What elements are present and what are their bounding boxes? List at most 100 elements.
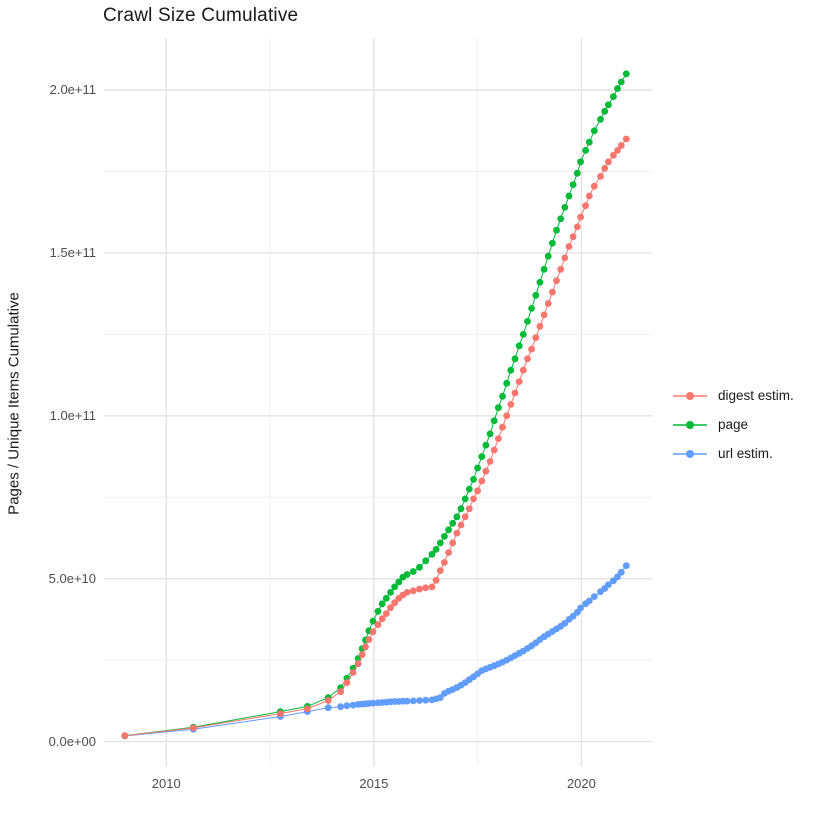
data-point	[362, 643, 369, 651]
data-point	[445, 549, 452, 556]
data-point	[478, 453, 486, 460]
data-point	[422, 557, 430, 565]
data-point	[369, 617, 377, 625]
data-point	[461, 513, 469, 521]
chart-title: Crawl Size Cumulative	[103, 5, 299, 26]
series-line-page	[124, 73, 627, 737]
data-point	[622, 562, 630, 570]
data-point	[557, 265, 565, 273]
data-point	[416, 585, 423, 593]
data-point	[490, 446, 498, 454]
data-point	[601, 107, 609, 115]
y-tick-label: 1.0e+11	[49, 407, 96, 423]
data-point	[486, 430, 494, 438]
data-point	[610, 151, 617, 159]
data-point	[482, 467, 490, 475]
data-point	[549, 239, 556, 247]
data-point	[457, 505, 465, 513]
data-point	[622, 135, 630, 143]
data-point	[428, 583, 436, 591]
data-point	[495, 404, 502, 412]
data-point	[365, 636, 373, 643]
data-point	[416, 563, 423, 571]
data-point	[337, 703, 344, 711]
data-point	[457, 521, 465, 529]
data-point	[478, 477, 486, 485]
legend-label: url estim.	[718, 446, 773, 461]
y-tick-label: 1.5e+11	[49, 244, 96, 260]
data-point	[540, 311, 548, 319]
legend-item: url estim.	[672, 439, 794, 468]
data-point	[617, 568, 625, 576]
data-point	[524, 318, 531, 325]
y-tick-label: 2.0e+11	[49, 82, 96, 98]
data-point	[536, 322, 544, 330]
data-point	[585, 138, 593, 146]
data-point	[544, 252, 552, 260]
data-point	[403, 589, 411, 596]
data-point	[503, 412, 511, 420]
data-point	[474, 464, 481, 472]
data-point	[614, 85, 621, 92]
data-point	[354, 660, 362, 668]
data-point	[577, 158, 584, 166]
data-point	[524, 355, 531, 363]
data-point	[374, 607, 382, 615]
data-point	[486, 458, 494, 465]
data-point	[490, 417, 498, 425]
data-point	[337, 688, 344, 696]
data-point	[569, 181, 577, 189]
data-point	[422, 584, 430, 592]
legend-key-dot	[686, 420, 694, 429]
data-point	[121, 732, 129, 740]
data-point	[590, 127, 598, 135]
data-point	[449, 539, 457, 547]
data-point	[474, 487, 481, 495]
series-page	[121, 70, 630, 740]
data-point	[403, 697, 411, 705]
data-point	[499, 392, 506, 400]
data-point	[565, 243, 573, 250]
legend-label: page	[718, 417, 749, 432]
data-point	[409, 587, 417, 595]
data-point	[432, 546, 440, 553]
data-point	[614, 147, 621, 154]
series-line-url-estim	[124, 565, 627, 737]
data-point	[544, 300, 552, 307]
data-point	[557, 215, 565, 223]
data-point	[277, 710, 284, 717]
series-url-estim	[121, 562, 630, 740]
data-point	[465, 485, 473, 493]
data-point	[561, 204, 569, 211]
data-point	[324, 704, 332, 712]
legend-key-dot	[686, 449, 694, 458]
y-tick-label: 5.0e+10	[48, 570, 96, 586]
data-point	[304, 705, 311, 713]
data-point	[532, 334, 540, 342]
data-point	[536, 278, 544, 286]
data-point	[349, 669, 357, 676]
data-point	[369, 628, 377, 636]
data-point	[409, 697, 417, 705]
data-point	[343, 702, 351, 710]
y-tick-label: 0.0e+00	[48, 733, 96, 749]
data-point	[617, 142, 625, 149]
data-point	[369, 699, 377, 707]
data-point	[569, 233, 577, 241]
data-point	[422, 696, 430, 704]
data-point	[511, 355, 519, 363]
data-point	[189, 724, 197, 732]
data-point	[532, 291, 540, 299]
data-point	[528, 305, 535, 312]
data-point	[573, 169, 581, 177]
legend-label: digest estim.	[718, 388, 794, 403]
data-point	[590, 182, 598, 190]
legend-key-icon	[673, 420, 707, 429]
data-point	[436, 694, 444, 701]
series-line-digest-estim	[124, 138, 627, 737]
data-point	[577, 604, 584, 612]
series-digest-estim	[121, 135, 630, 740]
data-point	[391, 599, 398, 607]
data-point	[610, 93, 617, 100]
data-point	[470, 476, 477, 483]
